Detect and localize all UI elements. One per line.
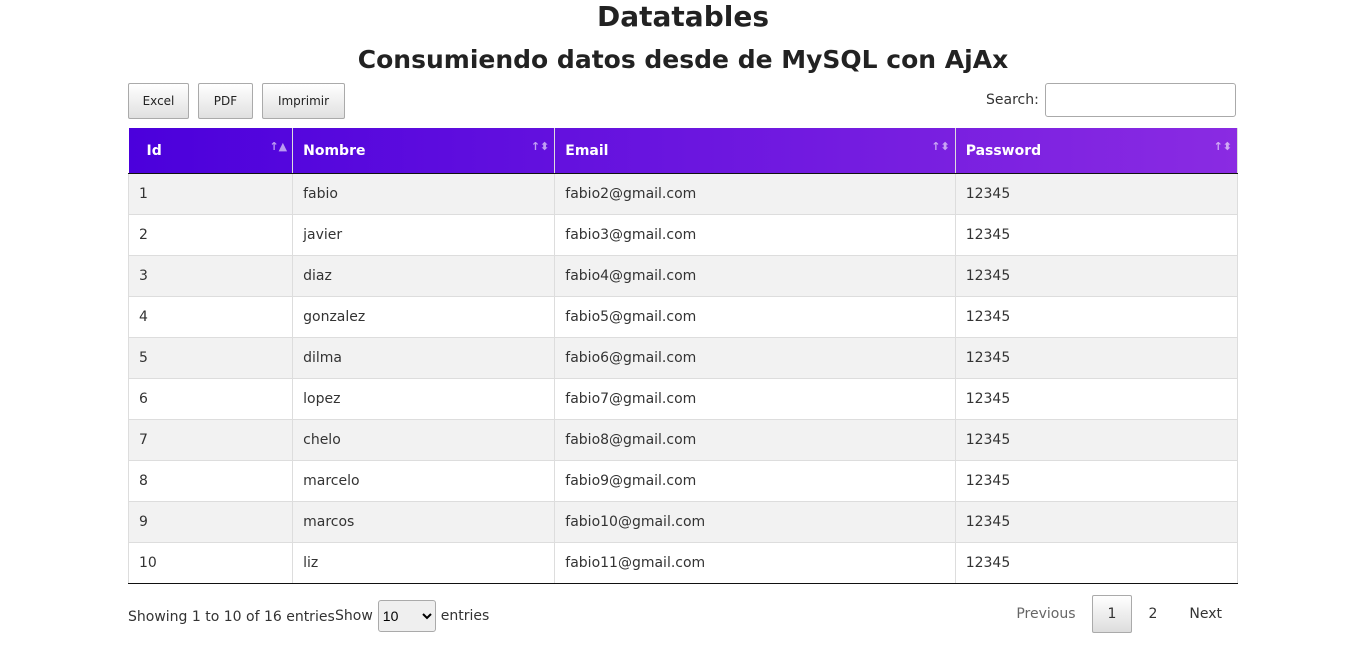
cell-email: fabio5@gmail.com <box>554 296 956 338</box>
cell-id: 1 <box>127 173 294 215</box>
table-row[interactable]: 9 marcos fabio10@gmail.com 12345 <box>127 501 1239 543</box>
column-header-nombre[interactable]: Nombre ↑⬍ <box>292 128 556 174</box>
cell-email: fabio2@gmail.com <box>554 173 956 215</box>
cell-id: 10 <box>127 542 294 584</box>
cell-nombre: liz <box>292 542 556 584</box>
cell-email: fabio10@gmail.com <box>554 501 956 543</box>
table-row[interactable]: 7 chelo fabio8@gmail.com 12345 <box>127 419 1239 461</box>
cell-id: 2 <box>127 214 294 256</box>
page-1-button[interactable]: 1 <box>1091 595 1133 633</box>
cell-nombre: dilma <box>292 337 556 379</box>
cell-password: 12345 <box>955 419 1239 461</box>
entries-label: entries <box>440 608 490 624</box>
table-row[interactable]: 2 javier fabio3@gmail.com 12345 <box>127 214 1239 256</box>
cell-id: 6 <box>127 378 294 420</box>
column-header-email[interactable]: Email ↑⬍ <box>554 128 956 174</box>
cell-email: fabio8@gmail.com <box>554 419 956 461</box>
page-2-button[interactable]: 2 <box>1148 606 1158 622</box>
cell-password: 12345 <box>955 542 1239 584</box>
table-row[interactable]: 1 fabio fabio2@gmail.com 12345 <box>127 173 1239 215</box>
column-header-label: Id <box>146 142 162 159</box>
cell-nombre: lopez <box>292 378 556 420</box>
table-row[interactable]: 3 diaz fabio4@gmail.com 12345 <box>127 255 1239 297</box>
cell-password: 12345 <box>955 337 1239 379</box>
cell-nombre: javier <box>292 214 556 256</box>
cell-id: 9 <box>127 501 294 543</box>
column-header-label: Password <box>965 142 1042 159</box>
cell-email: fabio11@gmail.com <box>554 542 956 584</box>
print-button[interactable]: Imprimir <box>262 83 345 119</box>
cell-id: 5 <box>127 337 294 379</box>
cell-id: 4 <box>127 296 294 338</box>
cell-email: fabio9@gmail.com <box>554 460 956 502</box>
cell-nombre: fabio <box>292 173 556 215</box>
cell-password: 12345 <box>955 214 1239 256</box>
sort-icon: ↑⬍ <box>530 140 550 153</box>
search-label: Search: <box>986 92 1039 108</box>
table-info: Showing 1 to 10 of 16 entries <box>128 609 335 625</box>
cell-id: 7 <box>127 419 294 461</box>
cell-id: 8 <box>127 460 294 502</box>
search-input[interactable] <box>1045 83 1236 117</box>
cell-nombre: chelo <box>292 419 556 461</box>
table-row[interactable]: 6 lopez fabio7@gmail.com 12345 <box>127 378 1239 420</box>
pdf-button[interactable]: PDF <box>198 83 253 119</box>
sort-icon: ↑⬍ <box>931 140 950 153</box>
table-row[interactable]: 8 marcelo fabio9@gmail.com 12345 <box>127 460 1239 502</box>
previous-button[interactable]: Previous <box>1016 606 1076 622</box>
page-title: Datatables <box>597 0 769 33</box>
data-table: Id ↑▲ Nombre ↑⬍ Email ↑⬍ Password ↑⬍ 1 fabio fabi… <box>127 128 1239 584</box>
table-row[interactable]: 4 gonzalez fabio5@gmail.com 12345 <box>127 296 1239 338</box>
cell-email: fabio4@gmail.com <box>554 255 956 297</box>
cell-id: 3 <box>127 255 294 297</box>
cell-nombre: marcelo <box>292 460 556 502</box>
length-control: Show 10 entries <box>335 600 489 632</box>
cell-password: 12345 <box>955 501 1239 543</box>
cell-email: fabio7@gmail.com <box>554 378 956 420</box>
cell-nombre: marcos <box>292 501 556 543</box>
sort-icon: ↑⬍ <box>1213 140 1232 153</box>
excel-button[interactable]: Excel <box>128 83 189 119</box>
column-header-label: Nombre <box>303 142 366 159</box>
next-button[interactable]: Next <box>1189 606 1222 622</box>
show-label: Show <box>335 608 373 624</box>
cell-email: fabio3@gmail.com <box>554 214 956 256</box>
cell-password: 12345 <box>955 296 1239 338</box>
cell-password: 12345 <box>955 378 1239 420</box>
table-row[interactable]: 5 dilma fabio6@gmail.com 12345 <box>127 337 1239 379</box>
cell-nombre: gonzalez <box>292 296 556 338</box>
column-header-id[interactable]: Id ↑▲ <box>128 128 294 174</box>
pagination: Previous 1 2 Next <box>1000 595 1238 633</box>
cell-password: 12345 <box>955 460 1239 502</box>
table-row[interactable]: 10 liz fabio11@gmail.com 12345 <box>127 542 1239 584</box>
entries-select[interactable]: 10 <box>377 600 436 632</box>
cell-email: fabio6@gmail.com <box>554 337 956 379</box>
sort-icon: ↑▲ <box>269 140 288 153</box>
column-header-password[interactable]: Password ↑⬍ <box>955 128 1239 174</box>
page-subtitle: Consumiendo datos desde de MySQL con AjA… <box>357 45 1009 74</box>
cell-password: 12345 <box>955 173 1239 215</box>
cell-password: 12345 <box>955 255 1239 297</box>
column-header-label: Email <box>565 142 609 159</box>
cell-nombre: diaz <box>292 255 556 297</box>
